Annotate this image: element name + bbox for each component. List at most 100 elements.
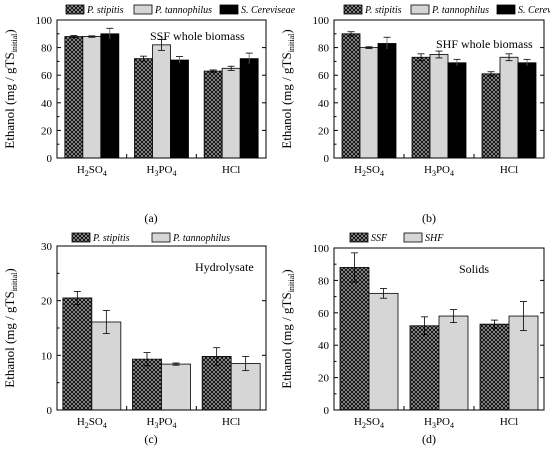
y-tick-label: 20: [41, 125, 53, 137]
y-tick-label: 30: [41, 241, 53, 253]
y-tick-label: 0: [47, 405, 53, 417]
error-bar: [421, 316, 428, 336]
legend-label: P. stipitis: [86, 5, 124, 16]
bar: [152, 44, 171, 159]
error-bar: [450, 309, 457, 323]
error-bar: [242, 356, 250, 372]
bar: [447, 62, 467, 159]
y-tick-label: 80: [41, 43, 53, 55]
legend-swatch: [349, 232, 369, 243]
bar: [409, 325, 440, 411]
bar: [230, 363, 261, 411]
bar: [481, 73, 501, 159]
y-tick-label: 20: [41, 296, 53, 308]
error-bar: [158, 38, 165, 51]
legend-swatch: [65, 4, 85, 15]
bar: [359, 47, 379, 159]
chart-panel-a: H2SO4 H3PO4 HCl 0 20 40 60 80 100 Ethanol (mg / g…: [2, 4, 296, 225]
x-tick-label: H2SO4: [354, 416, 384, 430]
legend-swatch: [219, 4, 239, 15]
panel-label: (b): [422, 211, 436, 225]
y-tick-label: 40: [318, 340, 330, 352]
error-bar: [491, 319, 498, 329]
error-bar: [73, 290, 81, 305]
y-axis-label: Ethanol (mg / gTSinitial): [2, 29, 19, 148]
y-tick-label: 100: [36, 15, 53, 27]
y-tick-label: 60: [318, 308, 330, 320]
bar: [91, 321, 122, 411]
x-tick-label: H2SO4: [77, 164, 107, 178]
panel-label: (a): [144, 211, 157, 225]
legend-label: S. Cereviseae: [518, 5, 550, 16]
y-tick-label: 0: [324, 405, 330, 417]
bar: [339, 267, 370, 411]
panel-label: (c): [144, 432, 157, 446]
legend-swatch: [151, 232, 171, 243]
legend-label: P. tannophilus: [431, 5, 489, 16]
bar: [368, 292, 399, 411]
error-bar: [88, 35, 96, 38]
error-bar: [417, 53, 425, 62]
bar: [499, 56, 519, 159]
legend-swatch: [403, 232, 423, 243]
bar: [479, 323, 510, 411]
y-tick-label: 60: [318, 70, 330, 82]
bar: [62, 297, 93, 411]
bar: [170, 59, 189, 159]
x-tick-label: H3PO4: [424, 164, 454, 178]
legend-label: P. tannophilus: [154, 5, 212, 16]
y-axis-label: Ethanol (mg / gTSinitial): [279, 269, 296, 388]
bar: [161, 363, 191, 411]
bar: [438, 315, 469, 411]
y-tick-label: 100: [313, 15, 330, 27]
error-bar: [523, 58, 531, 67]
error-bar: [347, 31, 355, 37]
bar: [341, 33, 361, 159]
bar: [411, 56, 431, 159]
bar: [82, 36, 102, 159]
chart-panel-b: H2SO4 H3PO4 HCl 0 20 40 60 80 100 Ethanol (mg / g…: [279, 4, 550, 225]
legend-swatch: [496, 4, 516, 15]
error-bar: [102, 310, 110, 334]
y-tick-label: 100: [313, 243, 330, 255]
error-bar: [453, 58, 461, 67]
error-bar: [435, 50, 443, 59]
bar: [377, 43, 397, 159]
bar: [64, 36, 84, 159]
x-tick-label: H3PO4: [424, 416, 454, 430]
bar: [100, 33, 120, 159]
bar: [429, 54, 449, 159]
chart-annotation: SHF whole biomass: [436, 37, 533, 51]
y-tick-label: 40: [41, 98, 53, 110]
x-tick-label: H3PO4: [146, 164, 176, 178]
chart-annotation: SSF whole biomass: [150, 29, 245, 43]
bar: [132, 358, 162, 411]
bar: [517, 62, 537, 159]
error-bar: [106, 27, 114, 40]
bar: [508, 315, 539, 411]
y-tick-label: 60: [41, 70, 53, 82]
y-tick-label: 80: [318, 43, 330, 55]
chart-panel-d: H2SO4 H3PO4 HCl 0 20 40 60 80 100 Ethanol (mg / g…: [279, 232, 545, 446]
y-axis-label: Ethanol (mg / gTSinitial): [2, 268, 19, 387]
y-tick-label: 20: [318, 373, 330, 385]
x-tick-label: H2SO4: [77, 416, 107, 430]
error-bar: [245, 52, 253, 65]
x-tick-label: HCl: [500, 164, 518, 176]
x-tick-label: HCl: [222, 164, 240, 176]
legend-swatch: [71, 232, 91, 243]
legend-swatch: [343, 4, 363, 15]
bar: [134, 58, 153, 159]
error-bar: [227, 65, 235, 71]
legend-swatch: [133, 4, 153, 15]
y-axis-label: Ethanol (mg / gTSinitial): [279, 29, 296, 148]
error-bar: [383, 36, 391, 51]
x-tick-label: H3PO4: [146, 416, 176, 430]
error-bar: [143, 352, 151, 367]
y-tick-label: 0: [324, 153, 330, 165]
legend-label: SSF: [371, 233, 388, 244]
bar: [221, 67, 241, 159]
legend-swatch: [410, 4, 430, 15]
error-bar: [487, 71, 495, 77]
